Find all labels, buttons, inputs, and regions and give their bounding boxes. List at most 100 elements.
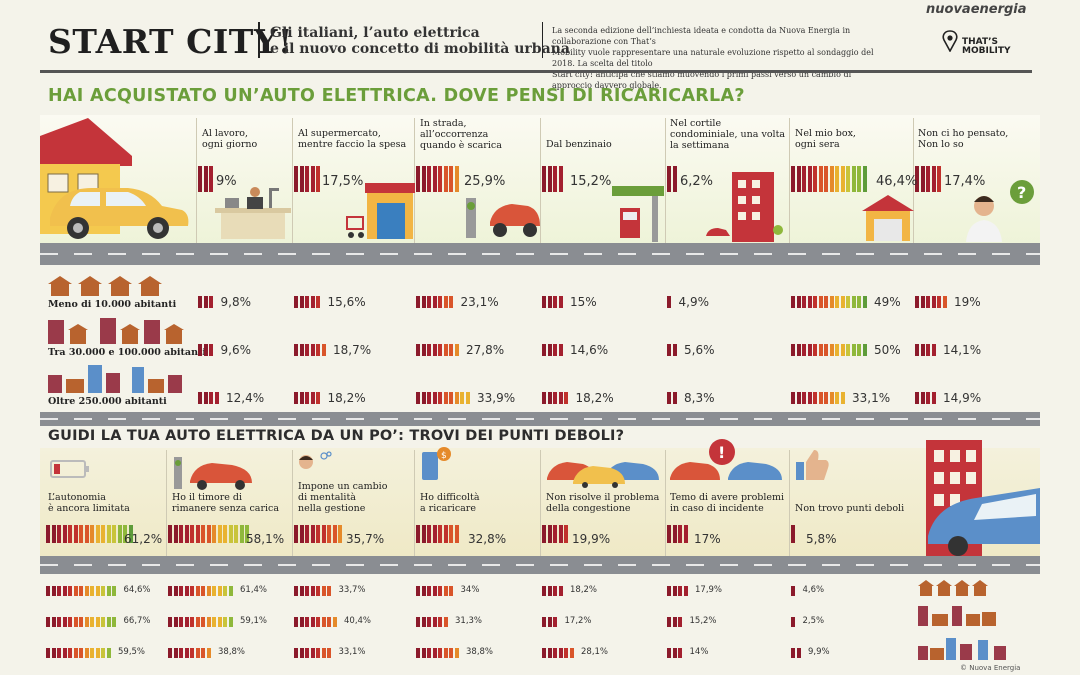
bar-group [46,525,133,543]
option-value: 6,2% [680,174,714,189]
bar-segment [915,344,919,356]
bar-segment [427,586,431,596]
option-label-line: Nel mio box, [795,128,856,139]
bar-segment [857,296,861,308]
bar-segment [245,525,249,543]
option-label-line: a ricaricare [420,503,476,514]
bar-segment [432,392,437,404]
city-size-label: Tra 30.000 e 100.000 abitanti [48,347,206,358]
breakdown-bar-group [542,392,568,404]
bar-segment [427,344,431,356]
bar-segment [421,648,426,658]
bar-segment [835,344,839,356]
bar-segment [915,166,919,192]
bar-segment [305,392,309,404]
bar-segment [813,296,817,308]
breakdown-bar-group [198,344,213,356]
apartment-building-illustration [704,172,784,246]
bar-segment [46,525,50,543]
bar-segment [926,344,930,356]
bar-segment [95,525,100,543]
bar-segment [168,617,172,627]
bar-segment [667,617,671,627]
bar-segment [179,525,183,543]
bar-segment [846,296,850,308]
bar-segment [558,166,563,192]
breakdown-value: 33,9% [477,391,516,405]
bar-segment [57,525,61,543]
bar-segment [558,648,563,658]
medium-town-icon [918,606,998,630]
bar-segment [228,525,233,543]
bar-segment [57,586,61,596]
bar-segment [672,392,677,404]
bar-segment [454,525,459,543]
bar-segment [310,344,315,356]
bar-segment [824,344,828,356]
bar-segment [416,344,420,356]
breakdown-value: 18,2% [570,585,598,595]
bar-segment [95,586,100,596]
option-label-line: mentre faccio la spesa [298,139,407,150]
bar-segment [179,617,183,627]
bar-segment [818,392,823,404]
bar-segment [62,648,67,658]
breakdown-bar-group [46,586,116,596]
bar-segment [305,525,309,543]
breakdown-bar-group [542,586,563,596]
bar-segment [198,344,202,356]
bar-segment [443,648,448,658]
nuova-energia-logo: nuovaenergia [926,2,1027,17]
bar-group [416,525,459,543]
bar-segment [327,617,331,627]
bar-segment [465,392,470,404]
breakdown-bar-group [294,344,326,356]
bar-segment [101,586,105,596]
breakdown-bar-group [168,648,211,658]
option-label-line: all’occorrenza [420,129,489,140]
col-separator [540,118,541,243]
option-label-line: è ancora limitata [48,503,130,514]
option-label-line: Impone un cambio [298,481,388,492]
bar-segment [438,344,442,356]
bar-segment [547,648,552,658]
breakdown-value: 4,9% [678,295,710,309]
col-separator [166,450,167,556]
bar-segment [112,586,116,596]
bar-segment [791,617,795,627]
bar-segment [460,392,464,404]
bar-segment [432,166,437,192]
option-value: 61,2% [124,532,163,546]
bar-segment [106,525,111,543]
title-divider [258,22,260,58]
bar-segment [569,648,574,658]
bar-segment [106,586,111,596]
city-size-label: Meno di 10.000 abitanti [48,299,177,310]
bar-segment [68,617,72,627]
bar-segment [299,166,304,192]
bar-segment [212,586,216,596]
option-value: 9% [216,174,237,189]
option-label-line: Al supermercato, [298,128,381,139]
breakdown-bar-group [791,648,801,658]
intro-line-2: Mobility vuole rappresentare una natural… [552,48,874,68]
bar-segment [201,648,205,658]
bar-segment [168,525,172,543]
bar-segment [553,344,557,356]
garage-illustration [862,195,914,245]
breakdown-bar-group [667,392,677,404]
bar-segment [190,648,194,658]
bar-segment [857,344,861,356]
bar-segment [449,586,453,596]
bar-segment [195,586,200,596]
option-label: Impone un cambio di mentalità nella gest… [298,481,387,514]
bar-segment [203,392,208,404]
col-separator [913,118,914,243]
street-charger-car-illustration [462,192,542,246]
bar-segment [840,166,845,192]
bar-segment [239,525,244,543]
bar-segment [813,344,817,356]
logo-line-1: THAT’S [962,37,998,47]
bar-segment [421,296,426,308]
bar-segment [195,525,200,543]
